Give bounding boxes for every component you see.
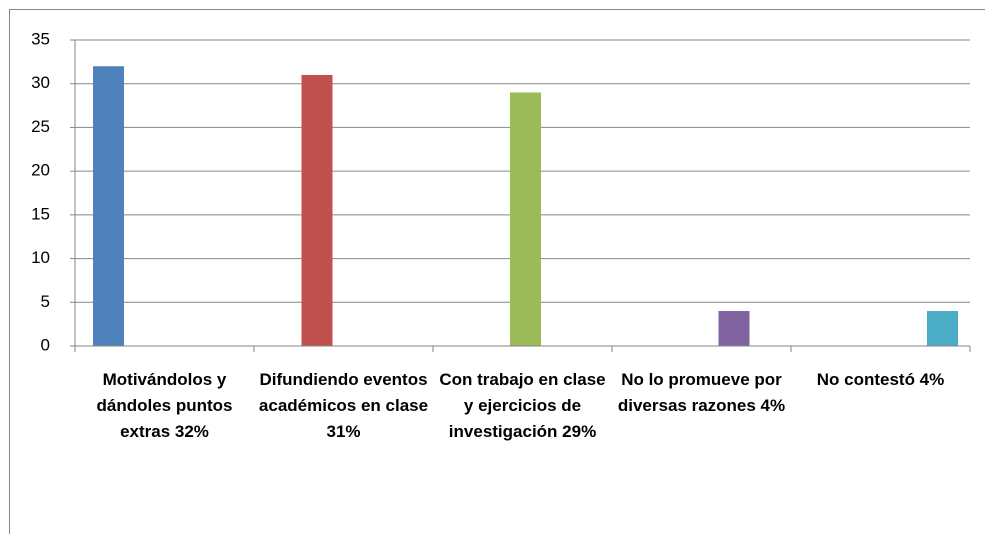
- x-tick-label: Con trabajo en clase y ejercicios de inv…: [439, 370, 606, 441]
- y-tick-label: 0: [41, 335, 50, 354]
- y-tick-label: 20: [31, 161, 50, 180]
- x-tick-label: Difundiendo eventos académicos en clase …: [258, 370, 429, 441]
- x-tick-label: No contestó 4%: [816, 370, 945, 389]
- bar: [301, 74, 333, 346]
- bar: [93, 66, 124, 346]
- bar: [510, 92, 541, 346]
- x-tick-label: No lo promueve por diversas razones 4%: [617, 370, 786, 415]
- y-tick-label: 5: [41, 292, 50, 311]
- chart-border: [9, 9, 985, 534]
- y-tick-label: 30: [31, 73, 50, 92]
- bar: [927, 311, 958, 346]
- y-tick-label: 10: [31, 248, 50, 267]
- y-tick-label: 25: [31, 117, 50, 136]
- bar: [718, 311, 750, 346]
- y-tick-label: 35: [31, 29, 50, 48]
- y-tick-label: 15: [31, 204, 50, 223]
- x-tick-label: Motivándolos y dándoles puntos extras 32…: [96, 370, 233, 441]
